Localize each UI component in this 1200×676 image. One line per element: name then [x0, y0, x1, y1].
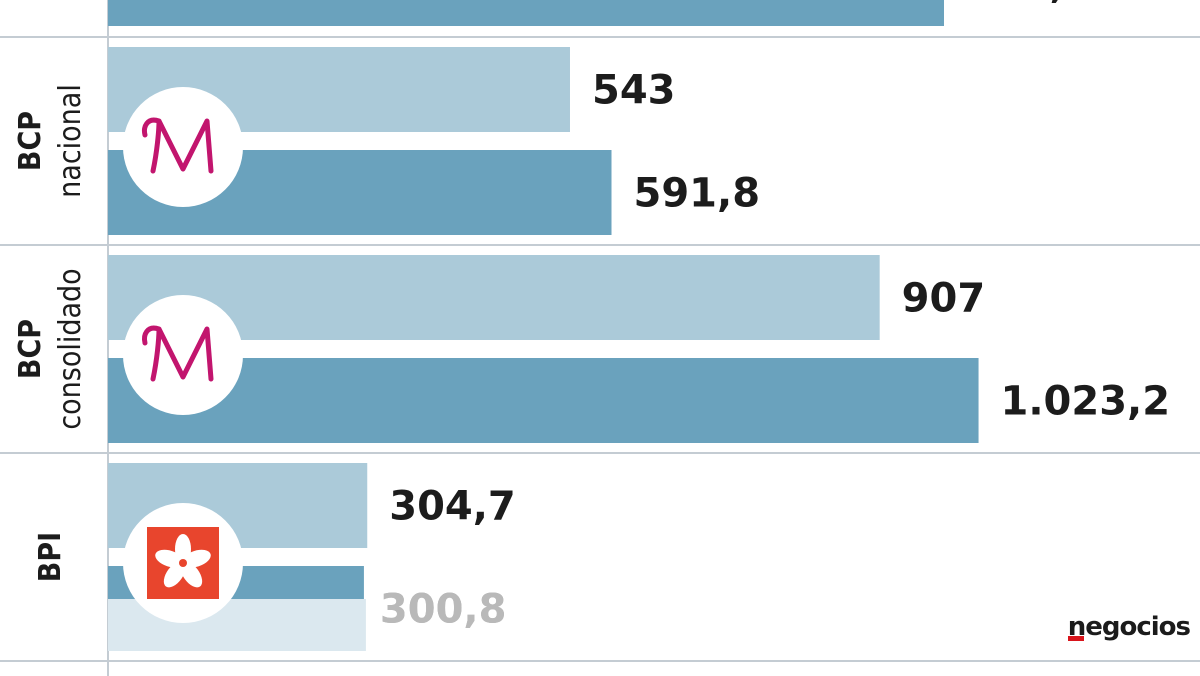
millennium-bcp-icon: [142, 117, 214, 174]
category-label: nacional: [53, 84, 88, 198]
bar: [108, 0, 944, 26]
category-label: BPI: [33, 532, 68, 582]
bpi-petal-icon: [155, 549, 185, 568]
bpi-center-icon: [179, 559, 187, 567]
value-label: 300,8: [380, 587, 507, 633]
category-label: BCP: [13, 319, 48, 379]
value-label: 300,8: [380, 587, 507, 633]
bar: [108, 255, 880, 340]
value-label: 1.023,2: [1001, 379, 1171, 425]
logo-badge: [123, 295, 243, 415]
value-label: 591,8: [634, 171, 761, 217]
value-label: 907: [902, 276, 986, 322]
category-label: consolidado: [53, 268, 88, 429]
value-label: 304,7: [389, 484, 516, 530]
bar-group: 907 1.023,2 BCP consolidado: [0, 244, 1200, 443]
bar-group: 543 591,8 BCP nacional: [0, 36, 1200, 235]
logo-badge: [123, 87, 243, 207]
bpi-petal-icon: [180, 561, 203, 588]
millennium-bcp-icon: [142, 325, 214, 382]
value-label: 543: [592, 68, 676, 114]
negocios-logo: negocios: [1067, 612, 1191, 642]
bar: [108, 358, 979, 443]
category-label: BCP: [13, 111, 48, 171]
bar-group: 982,6co: [108, 0, 1093, 26]
bpi-petal-icon: [163, 561, 186, 588]
value-label: 982,6: [966, 0, 1093, 8]
